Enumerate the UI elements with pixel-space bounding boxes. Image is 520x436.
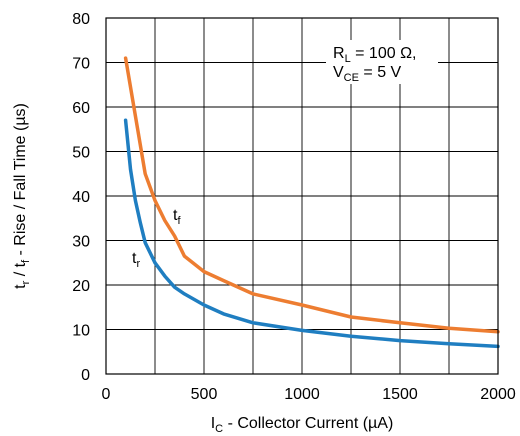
series-label-tr-main: t: [132, 250, 137, 267]
y-tick-label: 0: [81, 367, 90, 384]
series-line-tr: [123, 118, 500, 349]
annotation-line-1-main: R: [333, 45, 345, 62]
y-axis-title-s1: r: [20, 280, 32, 284]
annotation-box: [326, 40, 438, 84]
x-tick-label: 500: [191, 386, 218, 403]
x-axis-title: IC - Collector Current (µA): [211, 415, 394, 435]
series-group: [123, 56, 500, 349]
plot-frame: [105, 17, 499, 375]
annotation-line-2-sub: CE: [344, 72, 359, 84]
series-label-tf-sub: f: [177, 215, 181, 227]
x-tick-label: 1500: [382, 386, 418, 403]
y-tick-label: 20: [72, 278, 90, 295]
y-tick-label: 50: [72, 145, 90, 162]
x-tick-labels: 0 500 1000 1500 2000: [102, 386, 516, 403]
y-tick-labels: 0 10 20 30 40 50 60 70 80: [72, 11, 90, 384]
series-line-tf: [123, 56, 500, 334]
annotation-line-2-rest: = 5 V: [359, 64, 402, 81]
x-tick-label: 1000: [284, 386, 320, 403]
x-axis-title-rest: - Collector Current (µA): [223, 415, 393, 432]
y-tick-label: 80: [72, 11, 90, 28]
y-tick-label: 60: [72, 100, 90, 117]
y-tick-label: 70: [72, 56, 90, 73]
annotation-line-2-main: V: [333, 64, 344, 81]
series-label-tr: tr: [132, 250, 140, 270]
x-axis-title-main: I: [211, 415, 215, 432]
y-tick-label: 40: [72, 189, 90, 206]
x-tick-label: 2000: [480, 386, 516, 403]
series-label-tf-main: t: [173, 207, 178, 224]
x-axis-title-sub: C: [215, 423, 223, 435]
series-label-tf: tf: [173, 207, 181, 227]
y-axis-title-p3: - Rise / Fall Time (µs): [12, 103, 29, 260]
y-axis-title-s2: f: [20, 259, 32, 263]
series-label-tr-sub: r: [136, 258, 140, 270]
y-axis-title-p1: t: [12, 284, 29, 289]
y-axis-title-p2: / t: [12, 262, 29, 280]
legend-annotation: RL = 100 Ω, VCE = 5 V: [326, 40, 438, 84]
annotation-line-1-rest: = 100 Ω,: [351, 45, 417, 62]
grid: [106, 18, 498, 374]
annotation-line-2: VCE = 5 V: [333, 64, 402, 84]
y-axis-title: tr / tf - Rise / Fall Time (µs): [12, 103, 32, 289]
y-tick-label: 30: [72, 234, 90, 251]
y-tick-label: 10: [72, 323, 90, 340]
annotation-line-1: RL = 100 Ω,: [333, 45, 416, 65]
annotation-line-1-sub: L: [345, 53, 351, 65]
x-tick-label: 0: [102, 386, 111, 403]
